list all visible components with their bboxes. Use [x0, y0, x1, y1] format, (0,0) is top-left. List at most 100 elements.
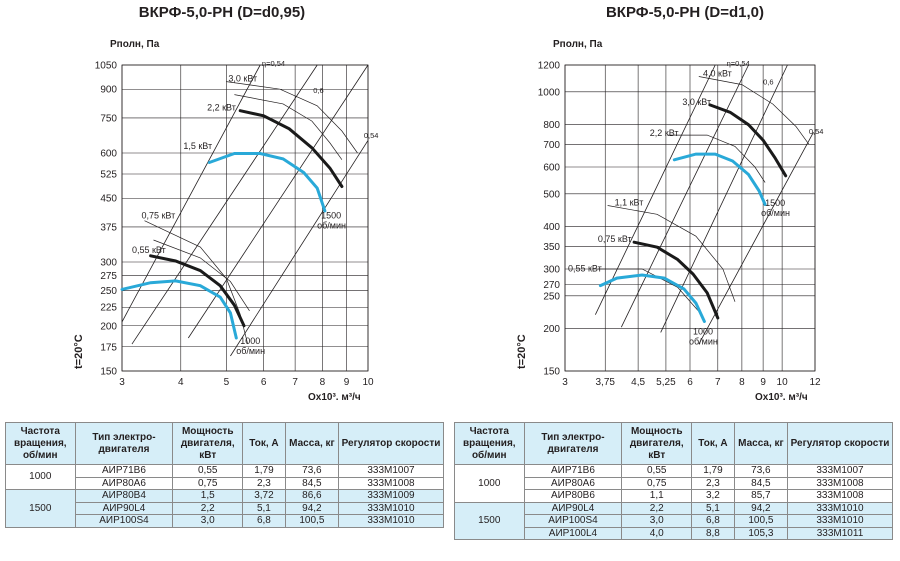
y-tick-label: 1000: [538, 87, 561, 98]
series-curve: [120, 279, 238, 340]
efficiency-curve: [226, 81, 358, 154]
table-row: АИР90L4 2,2 5,1 94,2 333М1010: [6, 501, 444, 515]
table-cell: 73,6: [733, 464, 789, 478]
x-tick-label: 6: [261, 377, 267, 388]
table-cell: 0,75: [172, 476, 244, 490]
table-header-cell: Частота вращения, об/мин: [454, 422, 525, 465]
power-label: 3,0 кВт: [682, 97, 711, 107]
speed-unit-label: об/мин: [761, 208, 790, 218]
speed-group-cell: 1500: [5, 489, 76, 528]
table-header-cell: Ток, А: [691, 422, 735, 465]
spec-table-right: Частота вращения, об/мин Тип электро-двиг…: [454, 422, 893, 540]
x-tick-label: 9: [344, 377, 350, 388]
x-tick-label: 10: [777, 377, 789, 388]
system-line: [594, 64, 716, 315]
table-cell: АИР80А6: [74, 476, 174, 490]
y-tick-label: 900: [100, 85, 117, 96]
table-cell: 333М1011: [787, 526, 893, 540]
efficiency-curve: [153, 239, 250, 311]
table-cell: 4,0: [621, 526, 693, 540]
y-tick-label: 1050: [95, 61, 118, 72]
efficiency-label: 0,6: [763, 78, 773, 87]
table-row: АИР100L4 4,0 8,8 105,3 333М1011: [455, 526, 893, 540]
table-cell: 333М1010: [787, 514, 893, 528]
table-cell: 84,5: [733, 476, 789, 490]
table-cell: 333М1007: [338, 464, 444, 478]
y-tick-label: 225: [100, 303, 117, 314]
efficiency-label: η=0,54: [262, 59, 285, 68]
x-tick-label: 3,75: [596, 377, 616, 388]
power-label: 4,0 кВт: [703, 68, 732, 78]
power-label: 1,5 кВт: [183, 141, 212, 151]
table-cell: АИР80А6: [523, 476, 623, 490]
speed-label: 1500: [321, 211, 341, 221]
system-line: [698, 132, 814, 345]
y-tick-label: 1200: [538, 61, 561, 72]
x-tick-label: 8: [739, 377, 745, 388]
y-tick-label: 200: [543, 324, 560, 335]
table-header-cell: Тип электро-двигателя: [74, 422, 174, 465]
x-tick-label: 3: [119, 377, 125, 388]
table-cell: 2,2: [172, 501, 244, 515]
chart-title-left: ВКРФ-5,0-РН (D=d0,95): [138, 4, 306, 21]
y-tick-label: 300: [543, 265, 560, 276]
x-tick-label: 8: [320, 377, 326, 388]
y-tick-label: 250: [543, 291, 560, 302]
speed-label: 1000: [240, 336, 260, 346]
y-tick-label: 800: [543, 120, 560, 131]
table-header-row: Частота вращения, об/мин Тип электро-двиг…: [454, 422, 893, 465]
efficiency-curve: [607, 205, 736, 302]
speed-unit-label: об/мин: [689, 337, 718, 347]
table-cell: 1,79: [691, 464, 735, 478]
table-row: 1500 АИР90L4 2,2 5,1 94,2 333М1010: [454, 501, 893, 540]
table-cell: АИР90L4: [74, 501, 174, 515]
y-tick-label: 300: [100, 258, 117, 269]
table-cell: 85,7: [733, 489, 789, 503]
series-curve: [632, 240, 720, 320]
y-tick-label: 150: [543, 367, 560, 378]
table-header-cell: Регулятор скорости: [787, 422, 893, 465]
table-cell: 86,6: [284, 489, 340, 503]
table-cell: 8,8: [691, 526, 735, 540]
table-cell: 333М1008: [338, 476, 444, 490]
y-tick-label: 270: [543, 280, 560, 291]
temperature-label: t=20°C: [516, 334, 528, 369]
y-tick-label: 500: [543, 189, 560, 200]
x-tick-label: 4: [178, 377, 184, 388]
table-cell: АИР80В6: [523, 489, 623, 503]
table-cell: АИР100L4: [523, 526, 623, 540]
table-cell: АИР71В6: [523, 464, 623, 478]
table-header-cell: Ток, А: [242, 422, 286, 465]
efficiency-label: η=0,54: [727, 59, 750, 68]
table-cell: АИР90L4: [523, 501, 623, 515]
table-cell: 6,8: [242, 514, 286, 528]
table-header-cell: Частота вращения, об/мин: [5, 422, 76, 465]
table-cell: 3,0: [172, 514, 244, 528]
speed-unit-label: об/мин: [317, 221, 346, 231]
power-label: 2,2 кВт: [207, 103, 236, 113]
table-cell: 3,0: [621, 514, 693, 528]
y-tick-label: 400: [543, 222, 560, 233]
table-row: АИР100S4 3,0 6,8 100,5 333М1010: [6, 514, 444, 528]
efficiency-label: 0,54: [809, 127, 824, 136]
system-line: [230, 140, 369, 357]
speed-group-cell: 1000: [5, 464, 76, 490]
power-label: 3,0 кВт: [228, 74, 257, 84]
x-tick-label: 7: [292, 377, 298, 388]
table-cell: 84,5: [284, 476, 340, 490]
series-curve: [598, 273, 706, 323]
table-cell: 2,3: [691, 476, 735, 490]
table-cell: 3,72: [242, 489, 286, 503]
series-curve: [238, 109, 344, 188]
table-cell: 100,5: [284, 514, 340, 528]
x-tick-label: 3: [562, 377, 568, 388]
table-cell: 0,55: [172, 464, 244, 478]
table-row: 1000 АИР71В6 0,55 1,79 73,6 333М1007: [5, 464, 444, 490]
table-cell: 2,2: [621, 501, 693, 515]
table-cell: 1,79: [242, 464, 286, 478]
y-tick-label: 600: [100, 149, 117, 160]
series-curve: [149, 254, 246, 328]
speed-unit-label: об/мин: [236, 346, 265, 356]
table-header-cell: Регулятор скорости: [338, 422, 444, 465]
